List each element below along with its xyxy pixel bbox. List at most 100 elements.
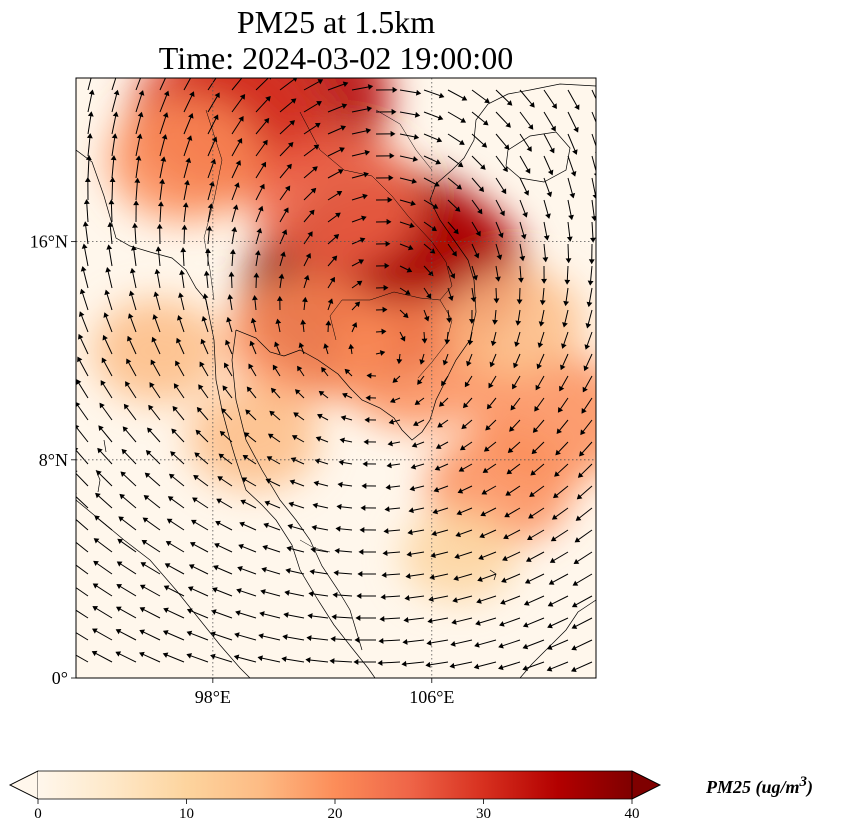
wind-vector-2 <box>135 78 142 91</box>
colorbar-tick-label-3: 30 <box>476 806 491 822</box>
wind-vector-head-573 <box>91 650 98 657</box>
wind-vector-head-330 <box>76 402 81 408</box>
wind-vector-head-568 <box>498 642 504 649</box>
wind-vector-head-227 <box>252 295 258 301</box>
wind-vector-head-200 <box>129 267 136 274</box>
wind-vector-head-508 <box>116 584 123 590</box>
pm25-concentration-field <box>92 78 596 602</box>
wind-vector-4 <box>183 78 192 91</box>
wind-vector-484 <box>76 564 89 575</box>
wind-vector-head-217 <box>539 300 546 306</box>
wind-vector-head-397 <box>96 470 102 476</box>
wind-vector-head-247 <box>201 315 208 322</box>
wind-vector-head-338 <box>269 410 275 417</box>
wind-vector-head-229 <box>302 296 308 303</box>
wind-vector-head-192 <box>472 274 478 281</box>
wind-vector-head-331 <box>99 402 105 409</box>
wind-vector-head-26 <box>189 91 195 97</box>
wind-vector-head-133 <box>108 199 115 205</box>
wind-vector-head-105 <box>501 188 507 195</box>
wind-vector-head-420 <box>119 493 126 500</box>
wind-vector-head-437 <box>528 513 534 519</box>
wind-vector-head-550 <box>69 629 73 633</box>
lat-tick-label-0: 16°N <box>30 232 68 252</box>
wind-vector-head-1 <box>116 69 120 73</box>
wind-vector-head-379 <box>194 452 200 458</box>
wind-vector-head-438 <box>551 514 558 520</box>
border-thailand-cambodia <box>329 291 395 341</box>
wind-vector-head-446 <box>215 520 221 527</box>
wind-vector-head-236 <box>468 319 475 324</box>
wind-vector-head-88 <box>85 155 92 161</box>
wind-vector-head-34 <box>391 108 397 115</box>
wind-vector-head-431 <box>384 506 390 513</box>
wind-vector-head-538 <box>307 613 313 619</box>
wind-vector-head-503 <box>524 578 531 584</box>
border-thailand-laos <box>299 111 453 301</box>
wind-vector-head-492 <box>261 567 267 573</box>
wind-vector-head-460 <box>550 536 557 542</box>
wind-vector-head-341 <box>340 415 347 421</box>
wind-vector-head-162 <box>281 229 288 235</box>
wind-vector-head-28 <box>239 94 246 100</box>
wind-vector-head-301 <box>441 380 447 387</box>
wind-vector-head-393 <box>530 470 537 476</box>
wind-vector-head-409 <box>385 484 391 491</box>
wind-vector-head-13 <box>415 89 422 96</box>
lon-tick-label-0: 98°E <box>195 687 231 707</box>
wind-vector-head-146 <box>431 225 437 232</box>
wind-vector-head-208 <box>329 276 335 283</box>
wind-vector-head-399 <box>144 472 151 479</box>
wind-vector-head-318 <box>318 390 325 397</box>
wind-vector-head-354 <box>122 426 129 432</box>
wind-vector-head-329 <box>581 408 587 414</box>
wind-vector-head-404 <box>265 478 272 484</box>
wind-vector-head-108 <box>569 192 576 199</box>
colorbar-extend-min <box>9 770 39 800</box>
wind-vector-head-274 <box>323 343 329 349</box>
wind-vector-head-485 <box>93 560 99 567</box>
wind-vector-head-16 <box>484 97 490 104</box>
wind-vector-head-130 <box>568 214 574 221</box>
wind-vector-head-235 <box>446 317 452 323</box>
wind-vector-418 <box>76 495 89 509</box>
wind-vector-head-221 <box>104 289 110 296</box>
wind-vector-head-481 <box>525 556 532 562</box>
wind-vector-head-298 <box>366 372 372 379</box>
wind-vector-head-376 <box>121 448 128 455</box>
wind-vector-head-466 <box>165 541 172 547</box>
wind-vector-head-527 <box>571 602 578 608</box>
wind-vector-head-522 <box>452 597 458 603</box>
wind-vector-head-382 <box>266 456 273 462</box>
wind-vector-head-514 <box>260 589 266 595</box>
wind-vector-head-124 <box>432 203 439 209</box>
wind-vector-head-319 <box>342 392 348 399</box>
wind-vector-head-267 <box>151 336 157 343</box>
wind-vector-head-25 <box>163 90 170 97</box>
wind-vector-head-358 <box>219 430 226 437</box>
wind-vector-head-89 <box>110 155 117 161</box>
wind-vector-head-457 <box>479 532 485 539</box>
wind-vector-head-49 <box>213 114 219 121</box>
wind-vector-head-67 <box>111 133 118 139</box>
colorbar-tick-label-4: 40 <box>624 806 640 822</box>
wind-vector-head-185 <box>305 252 311 259</box>
wind-vector-head-310 <box>125 381 131 387</box>
wind-vector-head-432 <box>408 507 414 514</box>
wind-vector-head-140 <box>283 207 289 214</box>
wind-vector-head-300 <box>417 379 423 385</box>
wind-vector-head-576 <box>162 652 169 658</box>
wind-vector-head-539 <box>331 614 337 620</box>
wind-vector-head-403 <box>241 477 248 483</box>
wind-vector-head-170 <box>473 252 480 259</box>
wind-vector-head-294 <box>272 364 278 371</box>
wind-vector-head-378 <box>170 451 176 457</box>
wind-vector-head-312 <box>173 383 180 389</box>
wind-vector-head-224 <box>178 292 184 298</box>
wind-vector-head-353 <box>98 425 104 431</box>
wind-vector-head-83 <box>502 166 508 173</box>
wind-vector-head-27 <box>214 92 220 99</box>
wind-vector-head-3 <box>166 70 170 74</box>
wind-vector-head-78 <box>389 152 395 159</box>
